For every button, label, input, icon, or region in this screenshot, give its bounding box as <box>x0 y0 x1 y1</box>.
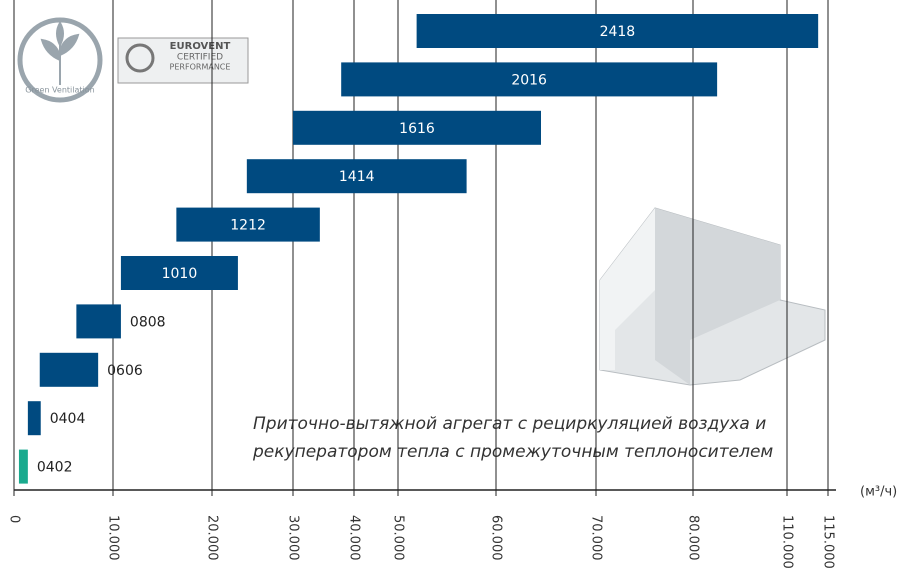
logo-text: PERFORMANCE <box>170 63 231 72</box>
bar-label: 1212 <box>230 218 266 234</box>
logo-leaf <box>40 21 80 85</box>
logo-text: Green Ventilation <box>25 86 94 95</box>
bar <box>416 14 819 48</box>
x-tick-label: 40.000 <box>347 515 362 561</box>
bar <box>120 256 238 290</box>
annotation: Приточно-вытяжной агрегат с рециркуляцие… <box>253 414 766 434</box>
unit-side <box>655 208 780 385</box>
eurovent-logo: EUROVENT CERTIFIED PERFORMANCE <box>117 37 249 84</box>
bar <box>293 110 541 145</box>
logo-text: EUROVENT <box>170 41 231 52</box>
bar <box>246 159 467 194</box>
green-logo: Green Ventilation <box>17 17 103 103</box>
bar-label: 2418 <box>600 24 636 40</box>
logo-text: CERTIFIED <box>177 53 223 63</box>
x-tick-label: 50.000 <box>391 515 406 561</box>
bar-label: 1616 <box>399 121 435 137</box>
x-tick-label: 115.000 <box>821 515 836 568</box>
bar-label: 0606 <box>107 363 143 379</box>
x-tick-label: 20.000 <box>205 515 220 561</box>
bar-label: 1010 <box>162 266 198 282</box>
x-tick-label: 0 <box>7 515 22 523</box>
unit-photo <box>599 207 826 386</box>
x-tick-label: 30.000 <box>286 515 301 561</box>
bar-label: 1414 <box>339 169 375 185</box>
unit-front <box>600 208 655 370</box>
x-tick-label: 70.000 <box>589 515 604 561</box>
bar <box>18 449 28 484</box>
logo-mark <box>125 43 155 73</box>
annotation: рекуператором тепла с промежуточным тепл… <box>252 442 773 462</box>
bar-label: 0404 <box>50 411 86 427</box>
x-tick-label: 60.000 <box>489 515 504 561</box>
x-tick-label: 80.000 <box>686 515 701 561</box>
bar <box>27 401 41 436</box>
x-tick-label: 110.000 <box>780 515 795 568</box>
bar-label: 2016 <box>511 72 547 88</box>
x-axis-label: (м³/ч) <box>860 485 897 500</box>
bar <box>176 207 320 242</box>
bar <box>341 62 718 97</box>
bar <box>76 304 121 339</box>
x-tick-label: 10.000 <box>106 515 121 561</box>
bar-label: 0808 <box>130 314 166 330</box>
bar <box>39 352 99 387</box>
bar-label: 0402 <box>37 460 73 476</box>
